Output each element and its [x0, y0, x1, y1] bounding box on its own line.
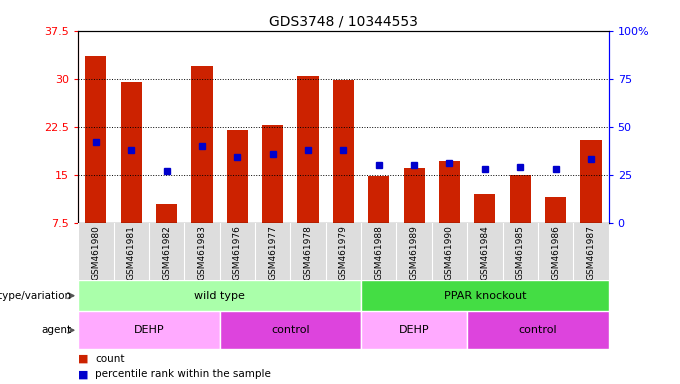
Bar: [333, 80, 354, 223]
Bar: [85, 56, 107, 223]
Bar: [78, 311, 220, 349]
Bar: [474, 194, 496, 223]
Text: GSM461978: GSM461978: [303, 226, 313, 280]
Bar: [78, 280, 361, 311]
Bar: [361, 311, 467, 349]
Text: GSM461982: GSM461982: [162, 226, 171, 280]
Text: wild type: wild type: [194, 291, 245, 301]
Bar: [156, 204, 177, 223]
Text: DEHP: DEHP: [133, 325, 165, 335]
Text: GSM461979: GSM461979: [339, 226, 348, 280]
Text: ■: ■: [78, 369, 88, 379]
Text: GSM461988: GSM461988: [374, 226, 384, 280]
Text: control: control: [271, 325, 309, 335]
Text: control: control: [519, 325, 557, 335]
Text: count: count: [95, 354, 124, 364]
Bar: [120, 82, 142, 223]
Bar: [368, 176, 390, 223]
Text: GSM461987: GSM461987: [586, 226, 596, 280]
Text: GSM461980: GSM461980: [91, 226, 101, 280]
Bar: [403, 168, 425, 223]
Text: ■: ■: [78, 354, 88, 364]
Bar: [191, 66, 213, 223]
Text: GSM461981: GSM461981: [126, 226, 136, 280]
Bar: [467, 311, 609, 349]
Text: GSM461983: GSM461983: [197, 226, 207, 280]
Bar: [545, 197, 566, 223]
Text: GSM461984: GSM461984: [480, 226, 490, 280]
Bar: [226, 130, 248, 223]
Text: GSM461977: GSM461977: [268, 226, 277, 280]
Text: DEHP: DEHP: [398, 325, 430, 335]
Text: GSM461986: GSM461986: [551, 226, 560, 280]
Text: percentile rank within the sample: percentile rank within the sample: [95, 369, 271, 379]
Title: GDS3748 / 10344553: GDS3748 / 10344553: [269, 14, 418, 28]
Text: GSM461989: GSM461989: [409, 226, 419, 280]
Bar: [220, 311, 361, 349]
Bar: [262, 125, 284, 223]
Bar: [509, 175, 531, 223]
Bar: [580, 139, 602, 223]
Bar: [439, 161, 460, 223]
Text: GSM461976: GSM461976: [233, 226, 242, 280]
Bar: [361, 280, 609, 311]
Bar: [297, 76, 319, 223]
Text: genotype/variation: genotype/variation: [0, 291, 71, 301]
Text: PPAR knockout: PPAR knockout: [443, 291, 526, 301]
Text: GSM461990: GSM461990: [445, 226, 454, 280]
Text: agent: agent: [41, 325, 71, 335]
Text: GSM461985: GSM461985: [515, 226, 525, 280]
